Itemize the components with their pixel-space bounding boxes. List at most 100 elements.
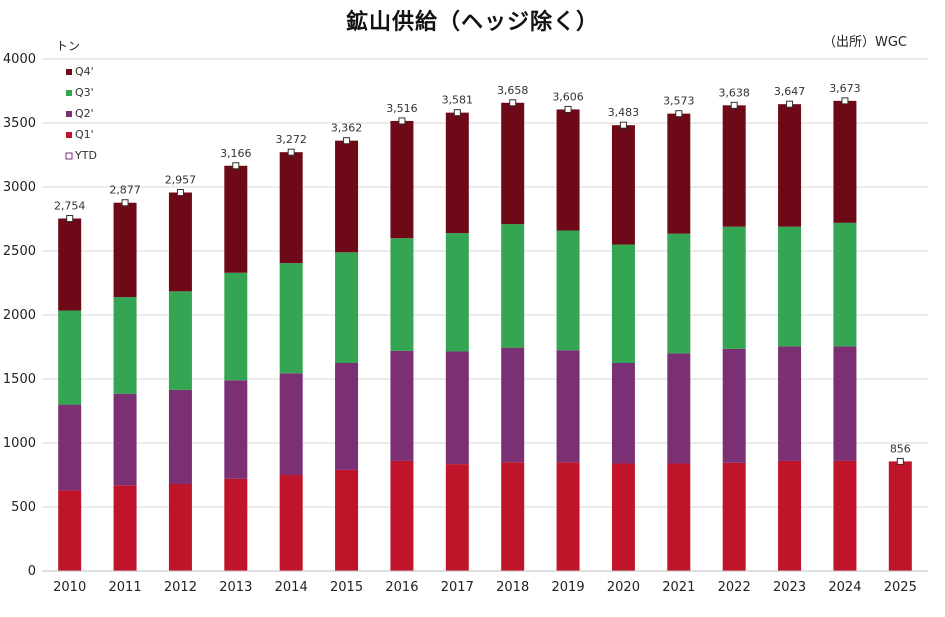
ytd-marker	[287, 148, 295, 156]
bar-segment-q1	[113, 485, 137, 571]
ytd-data-label: 3,647	[774, 85, 806, 98]
bar-segment-q4	[611, 125, 635, 245]
bar-segment-q3	[335, 252, 359, 363]
legend-swatch-ytd	[65, 152, 73, 160]
ytd-data-label: 3,483	[608, 106, 640, 119]
ytd-marker	[619, 121, 627, 129]
bar-segment-q2	[667, 353, 691, 464]
bar-segment-q2	[168, 389, 192, 484]
y-tick-label: 500	[11, 500, 36, 515]
bar-segment-q2	[611, 363, 635, 464]
bar-segment-q2	[501, 347, 525, 463]
bar-segment-q4	[445, 112, 469, 234]
bar-segment-q3	[667, 233, 691, 354]
bar-segment-q2	[833, 346, 857, 461]
bar-segment-q4	[501, 102, 525, 225]
bar-segment-q2	[722, 348, 746, 463]
x-tick-label: 2021	[662, 580, 695, 595]
ytd-data-label: 3,272	[275, 133, 307, 146]
legend-label: YTD	[74, 149, 97, 162]
bar-segment-q3	[778, 226, 802, 347]
ytd-marker	[786, 100, 794, 108]
legend-label: Q1'	[75, 128, 94, 141]
ytd-data-label: 3,658	[497, 84, 529, 97]
bar-segment-q4	[335, 140, 359, 253]
x-tick-label: 2024	[828, 580, 861, 595]
legend-label: Q2'	[75, 107, 94, 120]
ytd-marker	[66, 214, 74, 222]
ytd-data-label: 3,573	[663, 95, 695, 108]
bar-segment-q3	[445, 233, 469, 352]
ytd-data-label: 2,957	[165, 174, 197, 187]
bar-segment-q1	[224, 478, 248, 571]
ytd-marker	[730, 101, 738, 109]
x-tick-label: 2019	[552, 580, 585, 595]
ytd-marker	[453, 109, 461, 117]
bar-segment-q2	[58, 404, 82, 491]
ytd-data-label: 2,877	[109, 184, 141, 197]
bar-segment-q1	[445, 464, 469, 571]
x-tick-label: 2010	[53, 580, 86, 595]
x-tick-label: 2013	[219, 580, 252, 595]
ytd-data-label: 3,362	[331, 122, 363, 135]
bar-segment-q1	[501, 462, 525, 571]
bar-segment-q2	[445, 351, 469, 465]
bar-segment-q1	[778, 460, 802, 571]
bar-segment-q3	[168, 291, 192, 390]
ytd-data-label: 3,606	[552, 90, 584, 103]
bar-segment-q3	[279, 263, 303, 374]
axes: 0 500 1000 1500 2000 2500 3000 3500 4000 2010 2011…	[3, 52, 928, 595]
ytd-data-label: 3,673	[829, 82, 861, 95]
bar-segment-q2	[390, 350, 414, 461]
bar-segment-q2	[335, 363, 359, 470]
ytd-marker	[509, 99, 517, 107]
bar-segment-q3	[611, 244, 635, 363]
ytd-data-label: 3,516	[386, 102, 418, 115]
ytd-marker	[343, 137, 351, 145]
y-tick-label: 1000	[3, 436, 36, 451]
ytd-marker	[121, 199, 129, 207]
x-tick-label: 2020	[607, 580, 640, 595]
legend-swatch	[66, 90, 72, 96]
ytd-data-label: 856	[890, 442, 911, 455]
bar-segment-q3	[833, 222, 857, 347]
bar-segment-q1	[390, 460, 414, 571]
source-label: （出所）WGC	[822, 35, 907, 50]
ytd-data-label: 3,166	[220, 147, 252, 160]
bar-segment-q1	[335, 469, 359, 571]
x-tick-label: 2016	[385, 580, 418, 595]
x-tick-label: 2011	[109, 580, 142, 595]
bar-segment-q1	[722, 462, 746, 571]
bar-segment-q3	[224, 272, 248, 381]
ytd-marker	[176, 189, 184, 197]
y-tick-label: 4000	[3, 52, 36, 67]
ytd-marker	[398, 117, 406, 125]
y-tick-label: 3000	[3, 180, 36, 195]
bar-segment-q3	[58, 310, 82, 405]
bar-segment-q3	[556, 230, 580, 351]
bar-segment-q1	[556, 462, 580, 571]
bar-segment-q3	[501, 224, 525, 348]
ytd-marker	[841, 97, 849, 105]
x-tick-label: 2025	[884, 580, 917, 595]
bar-segment-q2	[279, 373, 303, 475]
ytd-marker	[675, 110, 683, 118]
ytd-marker	[564, 105, 572, 113]
bar-segment-q2	[224, 380, 248, 479]
legend: Q4' Q3' Q2' Q1' YTD	[65, 65, 97, 162]
legend-label: Q3'	[75, 86, 94, 99]
x-tick-label: 2014	[275, 580, 308, 595]
bar-segment-q3	[113, 297, 137, 394]
x-tick-label: 2012	[164, 580, 197, 595]
ytd-marker	[232, 162, 240, 170]
x-tick-label: 2022	[718, 580, 751, 595]
bar-segment-q3	[390, 238, 414, 351]
bar-segment-q1	[667, 463, 691, 571]
bar-segment-q1	[168, 483, 192, 571]
x-tick-label: 2018	[496, 580, 529, 595]
legend-swatch	[66, 111, 72, 117]
ytd-markers: 2,754 2,877 2,957 3,166 3,272 3,362 3,516 3,581…	[54, 82, 911, 465]
bar-segment-q4	[58, 218, 82, 311]
bar-segment-q1	[833, 460, 857, 571]
ytd-data-label: 3,581	[442, 94, 474, 107]
